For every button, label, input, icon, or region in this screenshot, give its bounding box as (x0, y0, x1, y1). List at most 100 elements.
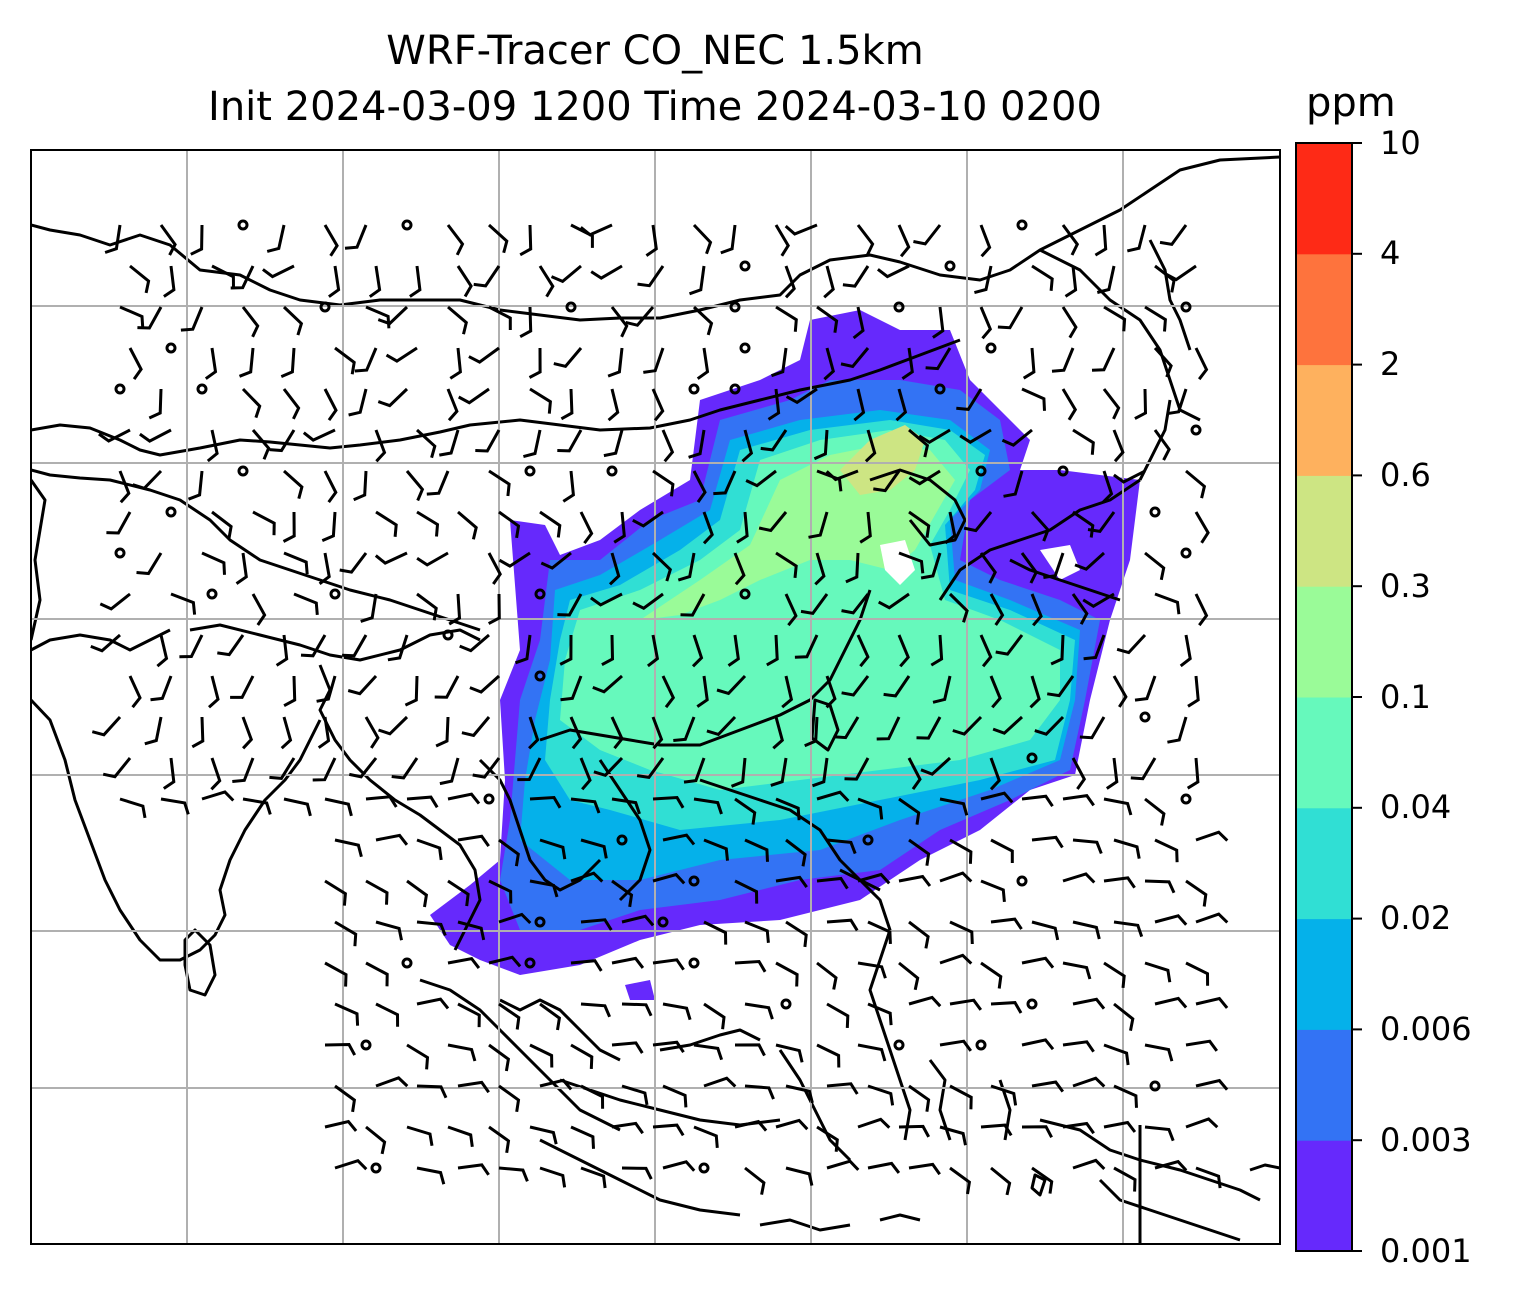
wind-barb (979, 306, 993, 340)
wind-barb (1113, 920, 1144, 938)
wind-barb (99, 592, 131, 611)
wind-barb (766, 634, 779, 667)
wind-barb (826, 1082, 859, 1095)
wind-barb (898, 1124, 931, 1138)
wind-barb (377, 387, 409, 408)
wind-barb (302, 428, 336, 442)
wind-barb (785, 1166, 814, 1186)
calm-wind-marker (237, 465, 249, 477)
wind-barb (611, 1041, 644, 1054)
wind-barb (387, 634, 409, 662)
wind-barb (1061, 306, 1078, 339)
wind-barb (990, 917, 1023, 930)
wind-barb (406, 795, 439, 809)
wind-barb (692, 223, 713, 255)
calm-wind-marker (1139, 711, 1151, 723)
wind-barb (1154, 264, 1176, 293)
wind-barb (1031, 835, 1064, 849)
wind-barb (734, 1043, 766, 1057)
calm-wind-marker (524, 465, 536, 477)
wind-barb (693, 1043, 724, 1061)
wind-barb (1187, 675, 1200, 708)
wind-barb (1022, 347, 1036, 380)
colorbar-tick-label: 0.3 (1380, 567, 1431, 605)
wind-barb (856, 224, 875, 256)
wind-barb (241, 716, 254, 750)
wind-barb (269, 757, 296, 780)
wind-barb (344, 224, 368, 250)
calm-wind-marker (893, 301, 905, 313)
wind-barb (825, 675, 837, 709)
wind-barb (771, 347, 788, 378)
wind-barb (515, 634, 532, 665)
wind-barb (416, 551, 449, 567)
plume-small-patch (625, 980, 655, 1000)
wind-barb (136, 552, 163, 576)
wind-barb (1072, 1158, 1106, 1170)
calm-wind-marker (688, 875, 700, 887)
wind-barb (217, 634, 245, 657)
wind-barb (930, 634, 944, 667)
calm-wind-marker (1180, 301, 1192, 313)
wind-barb (129, 264, 151, 294)
wind-barb (1031, 1166, 1054, 1194)
wind-barb (1031, 264, 1054, 291)
wind-barb (651, 716, 664, 750)
wind-barb (1195, 1166, 1222, 1189)
wind-barb (662, 1002, 692, 1021)
calm-wind-marker (1026, 998, 1038, 1010)
wind-barb (91, 715, 122, 737)
wind-barb (347, 674, 378, 696)
wind-barb (826, 838, 857, 855)
wind-barb (1030, 511, 1050, 542)
wind-barb (876, 264, 910, 279)
wind-barb (266, 224, 286, 253)
wind-barb (293, 592, 319, 616)
wind-barb (580, 1002, 611, 1018)
wind-barb (816, 961, 838, 990)
wind-barb (706, 715, 737, 737)
wind-barb (948, 592, 969, 623)
wind-barb (1062, 872, 1096, 884)
wind-barb (696, 347, 710, 380)
wind-barb (770, 757, 788, 787)
calm-wind-marker (1190, 424, 1202, 436)
wind-barb (744, 920, 770, 943)
colorbar (1296, 142, 1362, 1252)
wind-barb (238, 347, 255, 378)
wind-barb (907, 757, 922, 790)
wind-barb (528, 716, 540, 750)
wind-barb (621, 1084, 649, 1106)
wind-barb (908, 469, 941, 486)
wind-barb (611, 956, 645, 969)
wind-barb (662, 833, 696, 846)
wind-barb (745, 469, 777, 488)
calm-wind-marker (360, 1039, 372, 1051)
wind-barb (1020, 552, 1038, 584)
wind-barb (323, 470, 338, 503)
wind-barb (1116, 633, 1147, 655)
wind-barb (856, 634, 870, 668)
calm-wind-marker (729, 383, 741, 395)
calm-wind-marker (165, 342, 177, 354)
colorbar-band (1296, 918, 1352, 1030)
wind-barb (688, 429, 706, 459)
wind-barb (920, 756, 952, 776)
wind-barb (963, 511, 993, 533)
wind-barb (1113, 1084, 1138, 1108)
calm-wind-marker (934, 383, 946, 395)
wind-barb (841, 675, 870, 697)
wind-barb (944, 511, 957, 545)
wind-barb (1166, 388, 1188, 416)
wind-barb (873, 470, 901, 493)
wind-barb (1167, 716, 1188, 744)
wind-barb (456, 265, 473, 298)
wind-barb (804, 716, 819, 748)
wind-barb (365, 879, 389, 905)
wind-barb (104, 224, 122, 254)
wind-barb (980, 961, 1003, 989)
wind-barb (816, 876, 849, 890)
wind-barb (677, 552, 696, 582)
wind-barb (908, 838, 931, 866)
calm-wind-marker (534, 670, 546, 682)
